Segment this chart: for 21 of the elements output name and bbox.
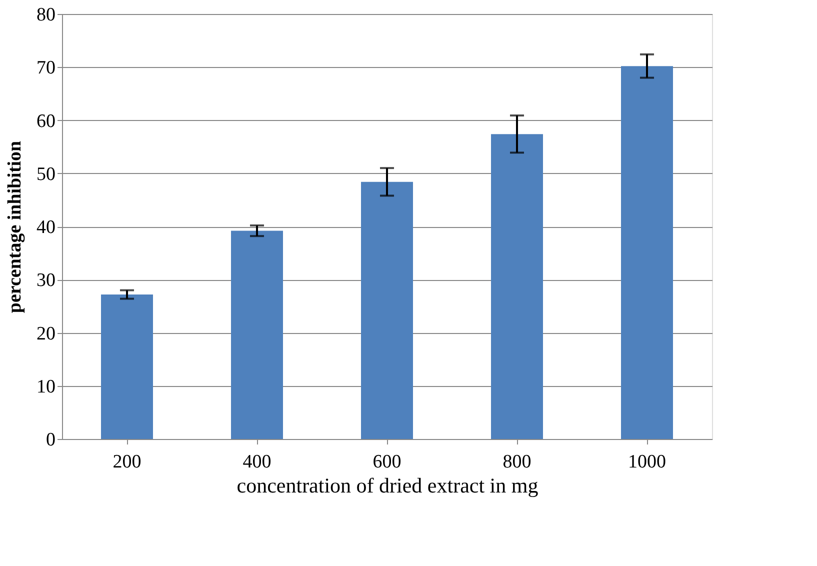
bar bbox=[621, 66, 673, 439]
bar bbox=[491, 134, 543, 439]
x-axis-title: concentration of dried extract in mg bbox=[236, 474, 539, 498]
y-tick-label: 80 bbox=[36, 4, 56, 26]
x-tick-label: 800 bbox=[502, 452, 532, 472]
y-tick-label: 20 bbox=[36, 323, 56, 344]
y-tick-label: 70 bbox=[36, 58, 56, 79]
x-tick-label: 200 bbox=[112, 452, 142, 472]
bar bbox=[231, 230, 283, 439]
y-tick-label: 0 bbox=[46, 430, 56, 450]
y-tick-label: 10 bbox=[36, 376, 56, 398]
bar bbox=[361, 182, 413, 439]
y-axis-title: percentage inhibition bbox=[4, 140, 26, 314]
y-tick-label: 40 bbox=[36, 217, 56, 238]
y-tick-label: 60 bbox=[36, 110, 56, 132]
x-tick-label: 1000 bbox=[628, 452, 666, 472]
bar bbox=[101, 294, 153, 439]
y-tick-label: 50 bbox=[36, 164, 56, 185]
x-tick-label: 600 bbox=[372, 452, 402, 472]
y-tick-label: 30 bbox=[36, 270, 56, 292]
x-tick-label: 400 bbox=[242, 452, 272, 472]
